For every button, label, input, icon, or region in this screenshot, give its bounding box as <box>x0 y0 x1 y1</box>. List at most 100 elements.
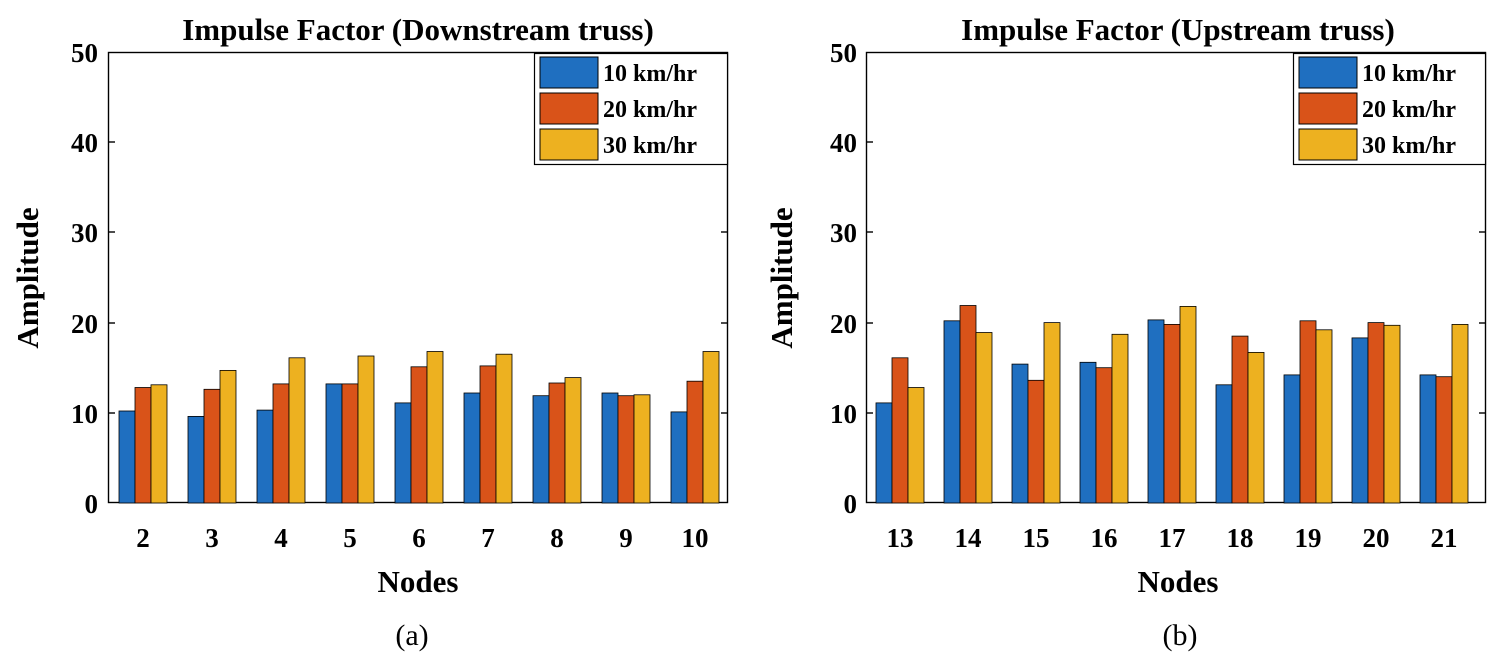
bar-node-16-20-km-hr <box>1095 367 1113 504</box>
legend-label: 20 km/hr <box>603 97 697 123</box>
bar-node-6-20-km-hr <box>410 366 428 504</box>
bar-node-9-10-km-hr <box>601 392 619 504</box>
bar-node-14-10-km-hr <box>943 320 961 504</box>
bar-node-21-30-km-hr <box>1451 323 1469 504</box>
bar-node-7-20-km-hr <box>479 365 497 504</box>
bar-node-13-30-km-hr <box>907 387 925 504</box>
bar-node-20-20-km-hr <box>1367 322 1385 504</box>
bar-node-10-30-km-hr <box>702 351 720 504</box>
bar-node-18-20-km-hr <box>1231 335 1249 504</box>
chart-panel-b: Impulse Factor (Upstream truss) Amplitud… <box>764 12 1487 652</box>
legend: 10 km/hr 20 km/hr 30 km/hr <box>533 52 729 166</box>
bar-node-10-20-km-hr <box>686 380 704 504</box>
bar-node-9-20-km-hr <box>617 395 635 504</box>
x-tick-label: 5 <box>343 523 357 553</box>
bar-node-2-30-km-hr <box>150 384 168 504</box>
x-axis-label: Nodes <box>1138 564 1219 599</box>
bar-node-14-20-km-hr <box>959 305 977 504</box>
x-tick-labels: 2 3 4 5 6 7 8 9 10 <box>136 523 708 553</box>
bar-node-9-30-km-hr <box>633 394 651 504</box>
legend-label: 30 km/hr <box>603 133 697 159</box>
bar-node-14-30-km-hr <box>975 332 993 504</box>
bar-node-3-10-km-hr <box>187 415 205 504</box>
x-tick-labels: 13 14 15 16 17 18 19 20 21 <box>887 523 1458 553</box>
bar-node-20-10-km-hr <box>1351 337 1369 504</box>
bar-node-18-30-km-hr <box>1247 351 1265 504</box>
bar-node-20-30-km-hr <box>1383 324 1401 504</box>
bar-node-17-30-km-hr <box>1179 305 1197 504</box>
bar-node-2-20-km-hr <box>134 387 152 504</box>
y-tick-label: 20 <box>830 309 857 339</box>
bar-node-6-30-km-hr <box>426 351 444 504</box>
bar-node-17-20-km-hr <box>1163 323 1181 504</box>
x-tick-label: 13 <box>887 523 914 553</box>
bar-node-16-30-km-hr <box>1111 333 1129 504</box>
y-tick-label: 50 <box>71 38 98 68</box>
x-tick-label: 3 <box>205 523 219 553</box>
bar-node-8-20-km-hr <box>548 382 566 504</box>
panel-label: (a) <box>395 619 428 652</box>
legend-label: 10 km/hr <box>603 61 697 87</box>
x-tick-label: 8 <box>550 523 564 553</box>
x-tick-label: 14 <box>955 523 982 553</box>
y-tick-label: 40 <box>830 128 857 158</box>
bar-node-8-30-km-hr <box>564 377 582 504</box>
x-tick-label: 21 <box>1431 523 1458 553</box>
legend-swatch <box>539 92 599 125</box>
legend-label: 30 km/hr <box>1362 133 1456 159</box>
bar-node-7-30-km-hr <box>495 353 513 504</box>
bar-node-16-10-km-hr <box>1079 361 1097 504</box>
x-tick-label: 9 <box>619 523 633 553</box>
x-tick-label: 6 <box>412 523 426 553</box>
bar-node-19-30-km-hr <box>1315 329 1333 504</box>
bar-node-13-10-km-hr <box>875 402 893 504</box>
x-tick-label: 7 <box>481 523 495 553</box>
bar-marks <box>118 351 720 504</box>
x-tick-label: 17 <box>1159 523 1186 553</box>
legend-swatch <box>539 128 599 161</box>
bar-node-5-10-km-hr <box>325 383 343 504</box>
legend-swatch <box>1298 92 1358 125</box>
y-tick-label: 30 <box>830 218 857 248</box>
y-tick-label: 30 <box>71 218 98 248</box>
y-tick-labels: 0 10 20 30 40 50 <box>71 38 98 519</box>
x-tick-label: 19 <box>1295 523 1322 553</box>
x-tick-label: 18 <box>1227 523 1254 553</box>
legend-label: 20 km/hr <box>1362 97 1456 123</box>
y-tick-label: 0 <box>85 489 99 519</box>
legend-swatch <box>539 56 599 89</box>
bar-node-7-10-km-hr <box>463 392 481 504</box>
panel-label: (b) <box>1163 619 1198 652</box>
bar-node-10-10-km-hr <box>670 411 688 504</box>
bar-node-17-10-km-hr <box>1147 319 1165 504</box>
x-tick-label: 20 <box>1363 523 1390 553</box>
bar-marks <box>875 305 1469 504</box>
bar-node-4-10-km-hr <box>256 409 274 504</box>
y-tick-label: 0 <box>844 489 858 519</box>
bar-node-21-10-km-hr <box>1419 374 1437 504</box>
bar-node-4-30-km-hr <box>288 357 306 504</box>
x-tick-label: 4 <box>274 523 288 553</box>
bar-node-15-30-km-hr <box>1043 322 1061 504</box>
bar-node-5-30-km-hr <box>357 355 375 504</box>
y-tick-label: 10 <box>71 399 98 429</box>
bar-node-15-20-km-hr <box>1027 379 1045 504</box>
bar-node-19-10-km-hr <box>1283 374 1301 504</box>
bar-node-8-10-km-hr <box>532 395 550 504</box>
y-tick-label: 40 <box>71 128 98 158</box>
x-tick-label: 10 <box>682 523 709 553</box>
legend-label: 10 km/hr <box>1362 61 1456 87</box>
y-tick-label: 50 <box>830 38 857 68</box>
bar-node-13-20-km-hr <box>891 357 909 504</box>
y-axis-label: Amplitude <box>764 207 799 348</box>
x-axis-label: Nodes <box>378 564 459 599</box>
legend-swatch <box>1298 128 1358 161</box>
x-tick-label: 15 <box>1023 523 1050 553</box>
bar-node-21-20-km-hr <box>1435 376 1453 504</box>
y-axis-label: Amplitude <box>10 207 45 348</box>
chart-title: Impulse Factor (Downstream truss) <box>182 12 654 47</box>
bar-node-4-20-km-hr <box>272 383 290 504</box>
y-tick-labels: 0 10 20 30 40 50 <box>830 38 857 519</box>
chart-panel-a: Impulse Factor (Downstream truss) Amplit… <box>10 12 729 652</box>
